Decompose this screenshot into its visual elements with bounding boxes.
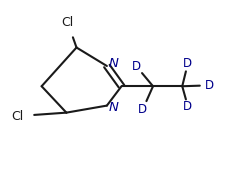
Text: D: D bbox=[183, 100, 192, 113]
Text: D: D bbox=[205, 79, 214, 92]
Text: D: D bbox=[132, 59, 141, 73]
Text: N: N bbox=[108, 57, 118, 70]
Text: Cl: Cl bbox=[11, 110, 23, 123]
Text: N: N bbox=[108, 101, 118, 114]
Text: D: D bbox=[138, 103, 147, 116]
Text: D: D bbox=[183, 57, 192, 70]
Text: Cl: Cl bbox=[61, 15, 74, 29]
